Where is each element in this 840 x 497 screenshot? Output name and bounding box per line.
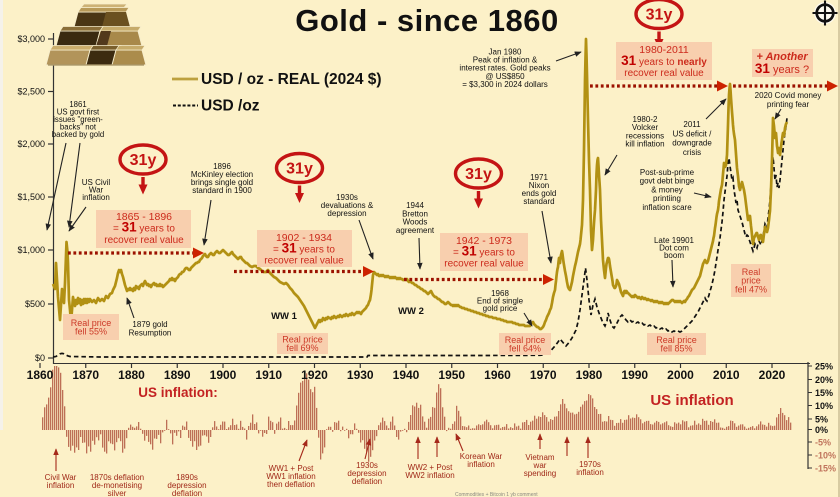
svg-text:USD / oz - REAL (2024 $): USD / oz - REAL (2024 $) [201, 71, 382, 88]
svg-text:1890: 1890 [164, 368, 191, 382]
svg-text:31 years ?: 31 years ? [755, 61, 809, 76]
svg-text:1980: 1980 [576, 368, 603, 382]
svg-text:WW 1: WW 1 [271, 311, 298, 322]
svg-text:2020: 2020 [759, 368, 786, 382]
svg-text:31y: 31y [646, 7, 673, 24]
svg-text:31y: 31y [130, 152, 157, 169]
svg-text:1930: 1930 [347, 368, 374, 382]
svg-text:0%: 0% [815, 425, 828, 435]
svg-text:US inflation:: US inflation: [138, 385, 218, 400]
svg-text:$500: $500 [25, 299, 45, 309]
svg-text:$3,000: $3,000 [17, 34, 45, 44]
svg-text:1950: 1950 [438, 368, 465, 382]
svg-text:recover real value: recover real value [104, 235, 184, 246]
svg-text:fell 69%: fell 69% [286, 343, 318, 353]
svg-text:-10%: -10% [815, 451, 836, 461]
svg-text:Real price: Real price [71, 318, 112, 328]
svg-text:1980-2011: 1980-2011 [639, 44, 689, 56]
svg-text:$1,500: $1,500 [17, 192, 45, 202]
svg-text:Real price: Real price [505, 335, 546, 345]
svg-text:1990: 1990 [621, 368, 648, 382]
svg-text:31y: 31y [465, 166, 492, 183]
svg-text:Gold - since 1860: Gold - since 1860 [295, 3, 559, 38]
svg-text:10%: 10% [815, 401, 833, 411]
svg-text:= 31 years to: = 31 years to [453, 244, 515, 259]
svg-text:2000: 2000 [667, 368, 694, 382]
svg-text:20%: 20% [815, 375, 833, 385]
svg-text:recover real value: recover real value [264, 256, 344, 267]
svg-text:recover real value: recover real value [444, 259, 524, 270]
svg-text:1920: 1920 [301, 368, 328, 382]
svg-text:= 31 years to: = 31 years to [273, 241, 335, 256]
svg-text:US inflation: US inflation [650, 392, 733, 409]
svg-text:1902 - 1934: 1902 - 1934 [276, 232, 332, 244]
svg-text:recover real value: recover real value [624, 68, 704, 79]
svg-text:fell 85%: fell 85% [660, 344, 692, 354]
svg-text:= 31 years to: = 31 years to [113, 220, 175, 235]
svg-text:31y: 31y [286, 161, 313, 178]
svg-text:31 years to nearly: 31 years to nearly [621, 53, 707, 68]
svg-text:1865 - 1896: 1865 - 1896 [116, 211, 172, 223]
svg-text:WW 2: WW 2 [398, 306, 424, 317]
svg-text:fell 64%: fell 64% [509, 344, 541, 354]
svg-text:1942 - 1973: 1942 - 1973 [456, 235, 512, 247]
svg-text:Commodities + Bitcoin 1 yb c: Commodities + Bitcoin 1 yb comment [455, 492, 538, 497]
svg-text:price: price [741, 276, 761, 286]
svg-text:1870: 1870 [72, 368, 99, 382]
svg-text:1940: 1940 [393, 368, 420, 382]
svg-text:$1,000: $1,000 [17, 245, 45, 255]
svg-text:1900: 1900 [210, 368, 237, 382]
svg-text:$2,500: $2,500 [17, 87, 45, 97]
svg-text:15%: 15% [815, 388, 833, 398]
svg-text:5%: 5% [815, 415, 828, 425]
svg-text:-5%: -5% [815, 438, 831, 448]
svg-text:1970: 1970 [530, 368, 557, 382]
svg-text:Real: Real [742, 267, 761, 277]
svg-text:+ Another: + Another [756, 51, 808, 63]
svg-text:1860: 1860 [27, 368, 54, 382]
svg-text:USD /oz: USD /oz [201, 98, 260, 115]
svg-text:$2,000: $2,000 [17, 139, 45, 149]
svg-text:1910: 1910 [255, 368, 282, 382]
svg-text:Real price: Real price [656, 335, 697, 345]
svg-text:fell 55%: fell 55% [75, 327, 107, 337]
svg-text:25%: 25% [815, 362, 833, 372]
svg-text:fell 47%: fell 47% [735, 285, 767, 295]
svg-text:1960: 1960 [484, 368, 511, 382]
svg-text:1880: 1880 [118, 368, 145, 382]
svg-text:Real price: Real price [282, 334, 323, 344]
svg-text:2010: 2010 [713, 368, 740, 382]
svg-text:$0: $0 [35, 353, 45, 363]
svg-text:-15%: -15% [815, 464, 836, 474]
